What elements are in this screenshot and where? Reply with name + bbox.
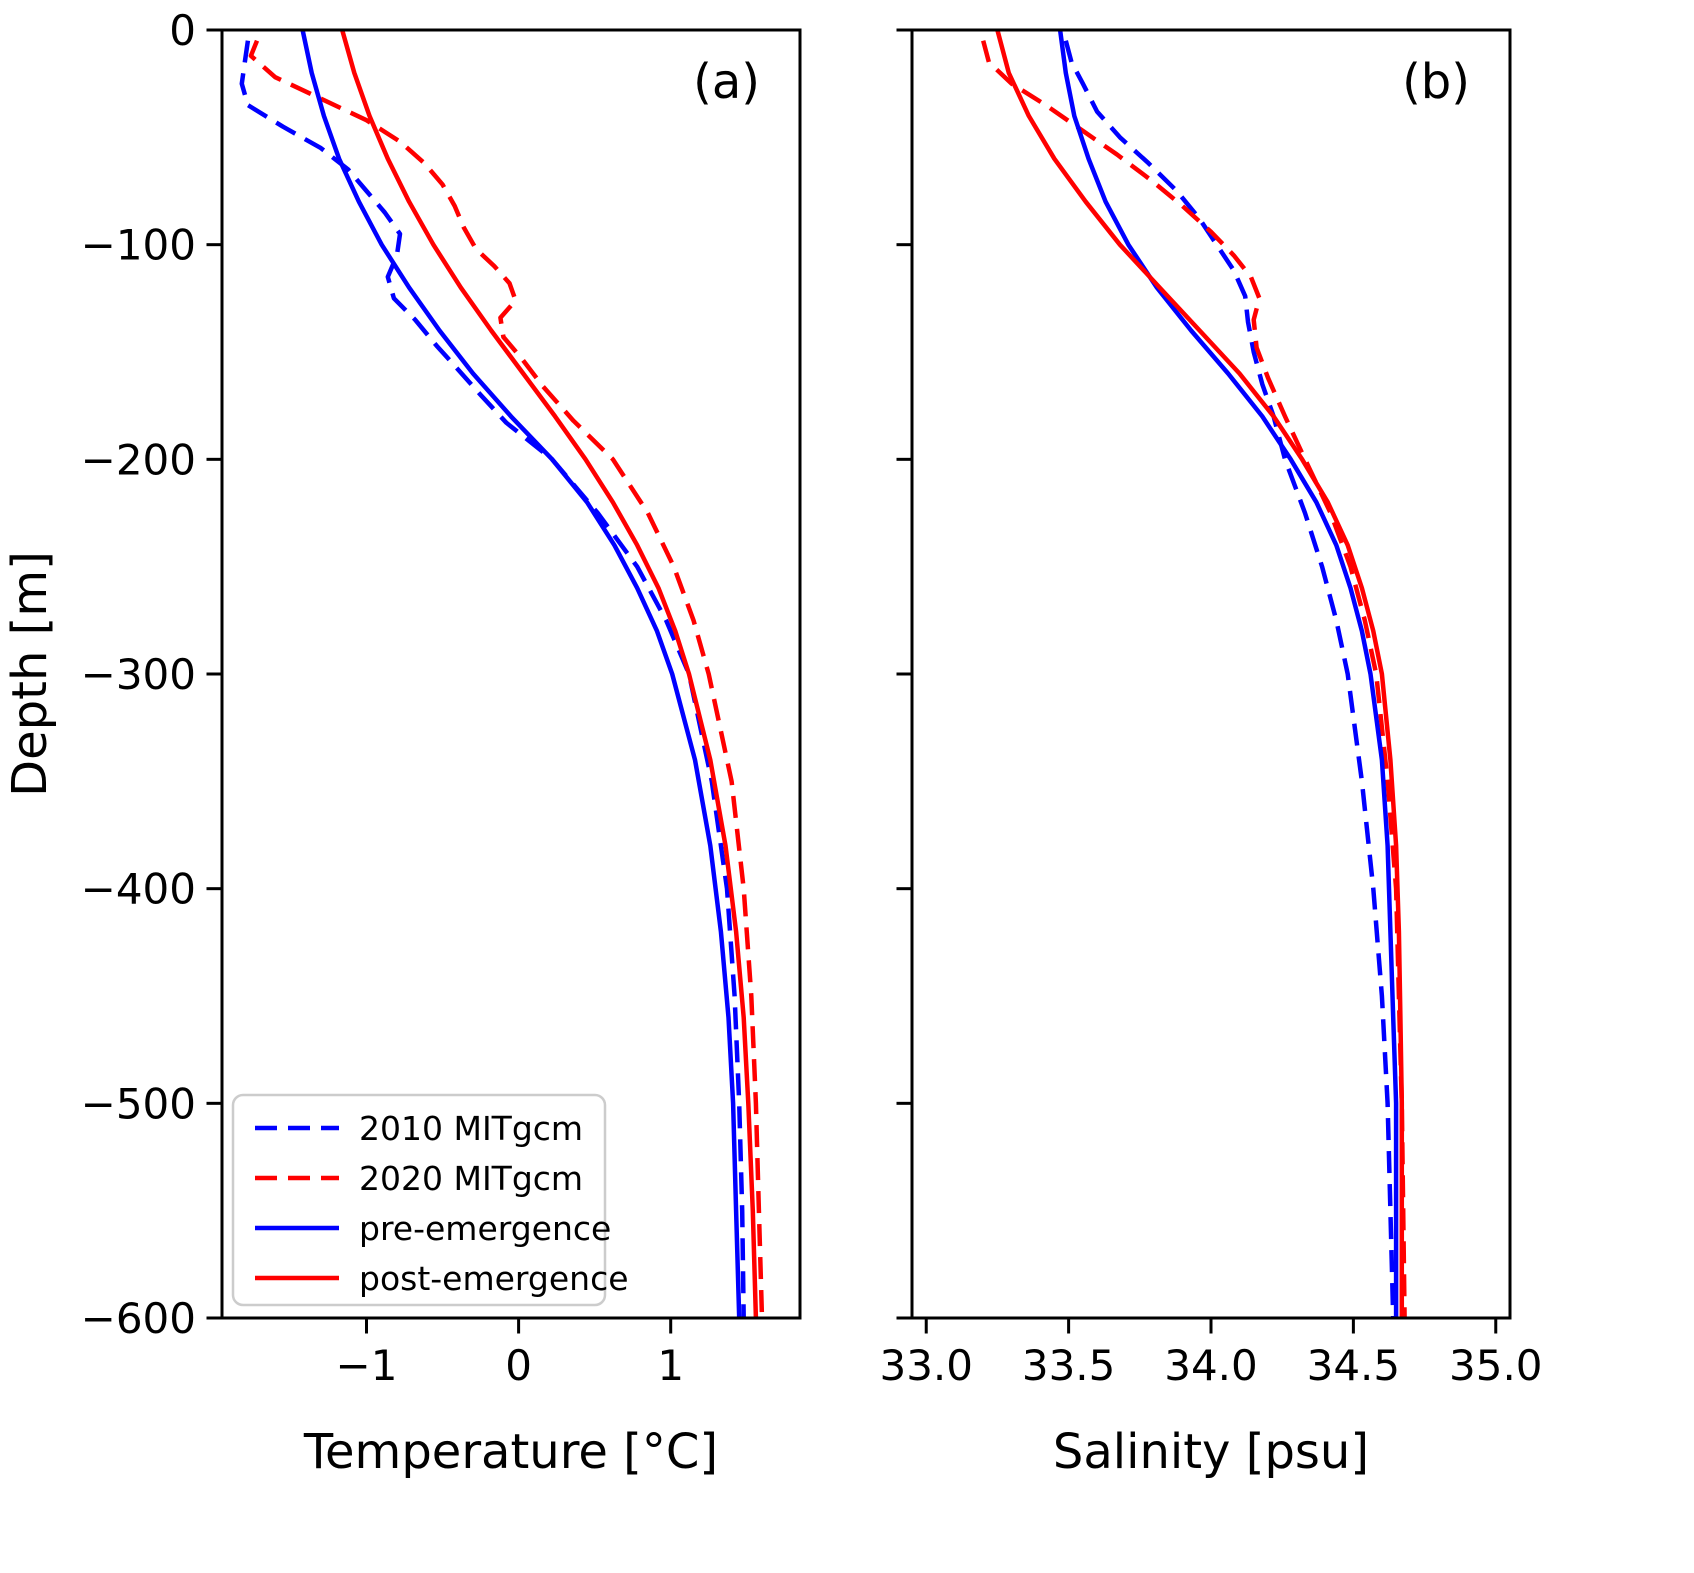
y-tick-label: −500 (81, 1079, 196, 1128)
series-line-2010-mitgcm-panel-b (1063, 40, 1396, 1318)
series-line-pre-emergence-panel-b (1057, 30, 1399, 1318)
series-line-2020-mitgcm-panel-a (248, 39, 765, 1318)
axes-frame-a (220, 28, 802, 1320)
x-tick-label: 35.0 (1449, 1341, 1543, 1390)
x-axis-label-a: Temperature [°C] (303, 1424, 718, 1480)
legend: 2010 MITgcm 2020 MITgcm pre-emergence post-… (231, 1093, 629, 1307)
y-tick-label: −100 (81, 221, 196, 270)
y-axis-label: Depth [m] (2, 551, 58, 797)
legend-box (231, 1093, 607, 1307)
x-tick-label: 34.0 (1164, 1341, 1258, 1390)
y-tick-label: −400 (81, 865, 196, 914)
x-tick-label: 1 (657, 1341, 684, 1390)
y-tick-label: 0 (169, 6, 196, 55)
series-line-post-emergence-panel-a (340, 30, 759, 1318)
panel-letter-a: (a) (693, 54, 760, 110)
x-tick-label: −1 (336, 1341, 398, 1390)
x-axis-label-b: Salinity [psu] (1053, 1424, 1369, 1480)
y-tick-label: −200 (81, 435, 196, 484)
panel-b: 33.0 33.5 34.0 34.5 35.0 Salinity [psu] (b) (879, 28, 1543, 1480)
x-tick-label: 33.5 (1022, 1341, 1116, 1390)
legend-label-2010-mitgcm: 2010 MITgcm (359, 1109, 583, 1148)
series-line-2020-mitgcm-panel-b (981, 40, 1407, 1318)
series-line-post-emergence-panel-b (995, 30, 1405, 1318)
series-line-2010-mitgcm-panel-a (239, 40, 746, 1318)
legend-label-pre-emergence: pre-emergence (359, 1209, 611, 1248)
x-tick-label: 0 (505, 1341, 532, 1390)
x-tick-label: 34.5 (1307, 1341, 1401, 1390)
axes-frame-b (910, 28, 1512, 1320)
x-tick-label: 33.0 (879, 1341, 973, 1390)
legend-label-post-emergence: post-emergence (359, 1259, 629, 1298)
y-tick-label: −600 (81, 1294, 196, 1343)
legend-label-2020-mitgcm: 2020 MITgcm (359, 1159, 583, 1198)
series-line-pre-emergence-panel-a (300, 30, 742, 1318)
y-tick-label: −300 (81, 650, 196, 699)
panel-a: −1 0 1 0 −100 −200 −300 −400 −500 −600 Temperature… (81, 6, 802, 1480)
panel-letter-b: (b) (1402, 54, 1470, 110)
